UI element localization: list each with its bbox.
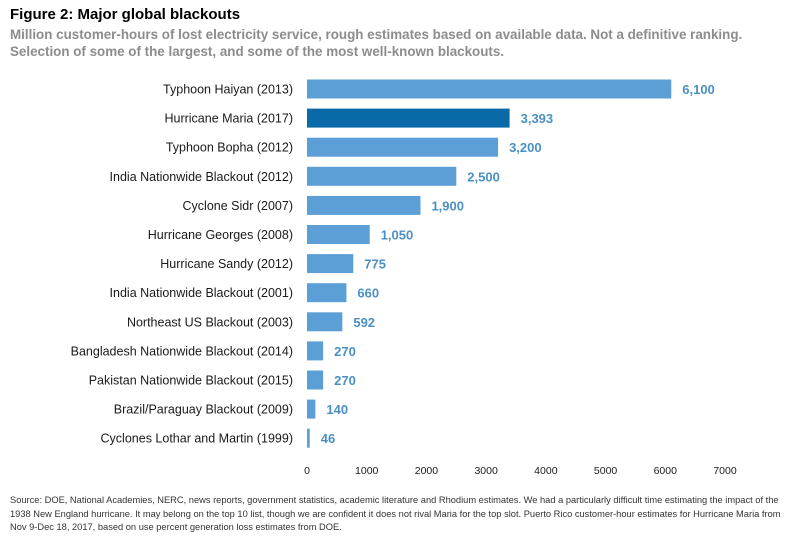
x-tick-label: 2000 — [415, 465, 439, 477]
bar — [307, 79, 672, 99]
bar — [307, 399, 316, 419]
category-label: Cyclones Lothar and Martin (1999) — [101, 432, 293, 446]
category-label: Hurricane Georges (2008) — [148, 228, 293, 242]
bar — [307, 370, 324, 390]
value-label: 775 — [364, 257, 386, 272]
bar — [307, 254, 354, 274]
value-label: 592 — [353, 315, 375, 330]
x-tick-label: 5000 — [594, 465, 618, 477]
x-tick-label: 3000 — [474, 465, 498, 477]
category-label: India Nationwide Blackout (2001) — [110, 286, 293, 300]
chart-title: Figure 2: Major global blackouts — [10, 6, 241, 23]
bar — [307, 341, 324, 361]
category-label: Brazil/Paraguay Blackout (2009) — [114, 403, 293, 417]
value-label: 1,900 — [431, 198, 464, 213]
source-note: Source: DOE, National Academies, NERC, n… — [10, 495, 781, 532]
value-label: 3,393 — [521, 111, 554, 126]
bar-chart: Typhoon Haiyan (2013) 6,100 Hurricane Mari… — [71, 79, 737, 477]
bar — [307, 283, 347, 303]
value-label: 6,100 — [682, 82, 715, 97]
bar — [307, 108, 510, 128]
x-tick-label: 4000 — [534, 465, 558, 477]
x-tick-label: 6000 — [654, 465, 678, 477]
chart-subtitle: Million customer-hours of lost electrici… — [10, 27, 743, 59]
category-label: Bangladesh Nationwide Blackout (2014) — [71, 344, 293, 358]
bar — [307, 137, 499, 157]
value-label: 660 — [357, 286, 379, 301]
value-label: 270 — [334, 344, 356, 359]
category-label: Northeast US Blackout (2003) — [127, 315, 293, 329]
x-tick-label: 1000 — [355, 465, 379, 477]
x-tick-label: 7000 — [713, 465, 737, 477]
value-label: 270 — [334, 373, 356, 388]
value-label: 140 — [326, 402, 348, 417]
category-label: Pakistan Nationwide Blackout (2015) — [89, 374, 293, 388]
value-label: 3,200 — [509, 140, 542, 155]
bar — [307, 312, 343, 332]
bar — [307, 225, 370, 244]
x-tick-label: 0 — [304, 465, 310, 477]
bar — [307, 166, 457, 186]
value-label: 46 — [321, 431, 335, 446]
value-label: 1,050 — [381, 228, 414, 243]
category-label: Hurricane Maria (2017) — [164, 112, 293, 126]
bar — [307, 195, 421, 215]
category-label: Typhoon Bopha (2012) — [166, 141, 293, 155]
category-label: Hurricane Sandy (2012) — [160, 257, 293, 271]
bar — [307, 428, 310, 448]
category-label: India Nationwide Blackout (2012) — [110, 170, 293, 184]
value-label: 2,500 — [467, 169, 500, 184]
category-label: Cyclone Sidr (2007) — [183, 199, 293, 213]
category-label: Typhoon Haiyan (2013) — [163, 83, 293, 97]
